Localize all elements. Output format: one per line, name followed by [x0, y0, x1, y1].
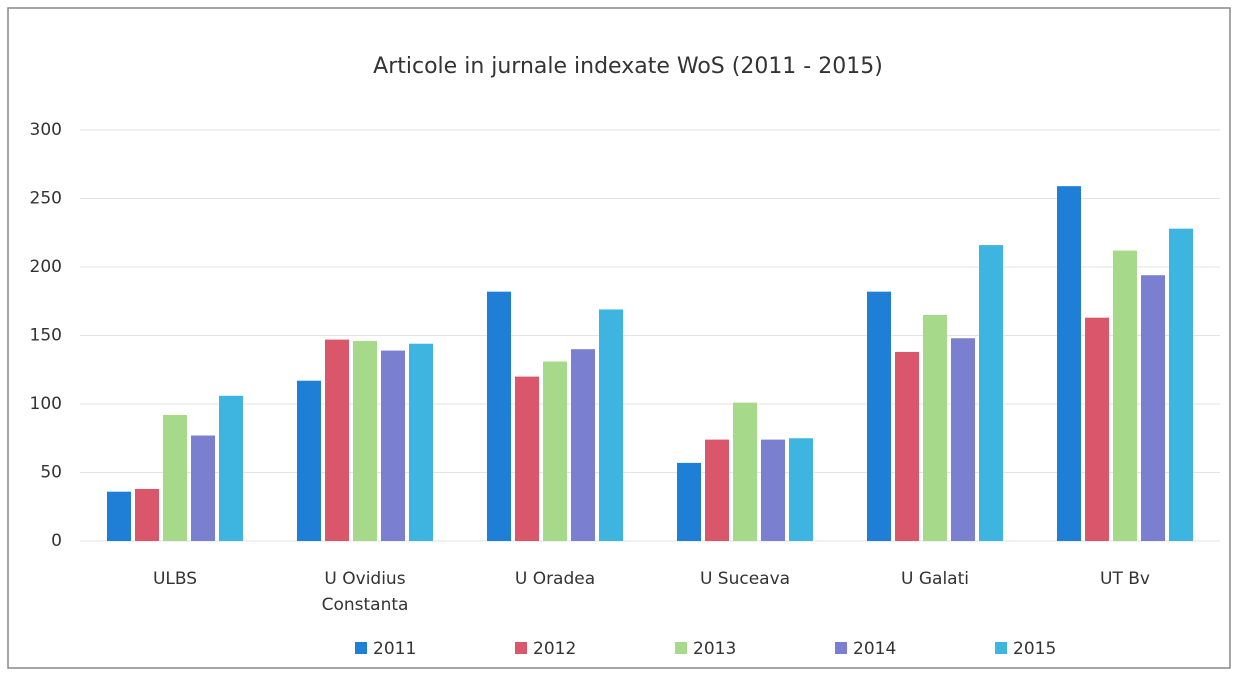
bar — [1113, 250, 1137, 541]
bar — [761, 439, 785, 541]
bar — [219, 395, 243, 541]
bar — [487, 291, 511, 541]
x-tick-label: U Galati — [901, 569, 969, 589]
y-tick-label: 0 — [51, 531, 62, 551]
y-tick-label: 50 — [40, 463, 62, 483]
legend-swatch — [835, 642, 847, 654]
bar — [867, 291, 891, 541]
legend-swatch — [515, 642, 527, 654]
bar — [191, 435, 215, 541]
chart-frame — [7, 7, 1231, 669]
legend-swatch — [355, 642, 367, 654]
bar — [705, 439, 729, 541]
bar — [1085, 317, 1109, 541]
bar — [599, 309, 623, 541]
bar — [297, 380, 321, 541]
bar — [789, 438, 813, 541]
bar — [515, 376, 539, 541]
legend-label: 2014 — [853, 639, 896, 659]
x-tick-label: UT Bv — [1100, 569, 1150, 589]
legend-label: 2015 — [1013, 639, 1056, 659]
bar — [571, 349, 595, 541]
bar — [677, 462, 701, 541]
bar — [1169, 228, 1193, 541]
y-tick-label: 100 — [30, 394, 62, 414]
bar — [409, 343, 433, 541]
bar — [1057, 186, 1081, 542]
y-tick-label: 150 — [30, 326, 62, 346]
chart-title: Articole in jurnale indexate WoS (2011 -… — [373, 54, 883, 79]
legend-label: 2013 — [693, 639, 736, 659]
y-tick-label: 200 — [30, 257, 62, 277]
y-tick-label: 300 — [30, 120, 62, 140]
legend-swatch — [675, 642, 687, 654]
x-tick-label: U Oradea — [514, 569, 596, 589]
legend-label: 2012 — [533, 639, 576, 659]
bar — [951, 338, 975, 541]
y-tick-label: 250 — [30, 189, 62, 209]
bar — [135, 488, 159, 541]
bar — [895, 351, 919, 541]
x-tick-label: U Ovidius Constanta — [321, 569, 409, 615]
bar — [543, 361, 567, 541]
legend-label: 2011 — [373, 639, 416, 659]
x-tick-label: ULBS — [152, 569, 198, 589]
bar — [733, 402, 757, 541]
x-tick-label: U Suceava — [699, 569, 791, 589]
bar — [107, 491, 131, 541]
legend-swatch — [995, 642, 1007, 654]
bar — [325, 339, 349, 541]
bar — [381, 350, 405, 541]
bar — [353, 340, 377, 541]
bar — [1141, 275, 1165, 541]
bar — [163, 414, 187, 541]
bar — [923, 314, 947, 541]
bar — [979, 245, 1003, 541]
